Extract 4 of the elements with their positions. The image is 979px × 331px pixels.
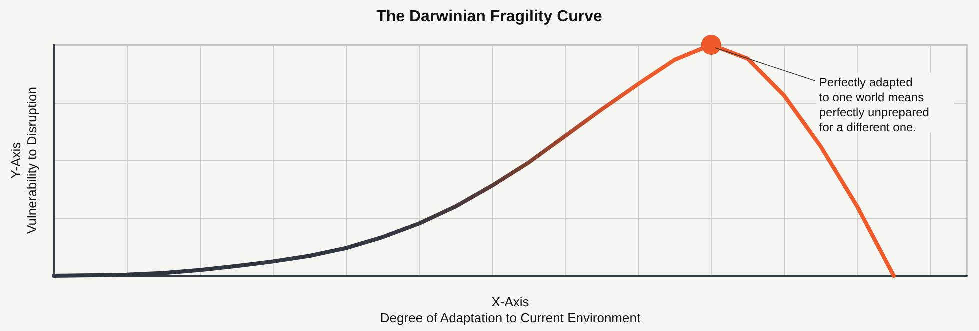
x-axis-title: X-Axis Degree of Adaptation to Current Environment bbox=[380, 294, 641, 326]
annotation: Perfectly adapted to one world means perfectly unprepared for a different one. bbox=[819, 76, 930, 134]
y-axis-title: Y-Axis Vulnerability to Disruption bbox=[8, 87, 40, 234]
chart-title: The Darwinian Fragility Curve bbox=[376, 8, 603, 26]
